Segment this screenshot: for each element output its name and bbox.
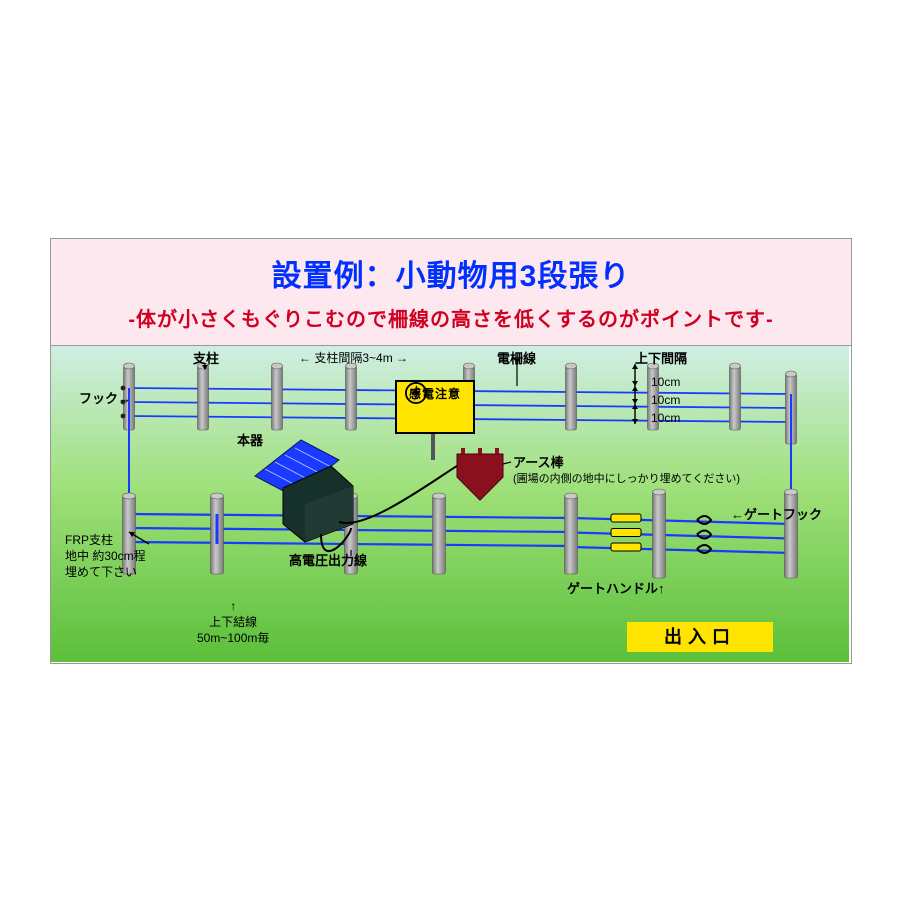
label-hvline: 高電圧出力線 (289, 552, 367, 570)
label-wire: 電柵線 (497, 350, 536, 368)
label-tie: ↑上下結線50m~100m毎 (197, 598, 269, 647)
title-sub: -体が小さくもぐりこむので柵線の高さを低くするのがポイントです- (51, 303, 851, 332)
label-vspacing: 上下間隔 (635, 350, 687, 368)
warning-sign: 感電注意 (395, 380, 475, 434)
title-main: 設置例：小動物用3段張り (51, 239, 851, 295)
label-device: 本器 (237, 432, 263, 450)
label-gap3: 10cm (651, 410, 680, 426)
label-gap1: 10cm (651, 374, 680, 390)
title-area: 設置例：小動物用3段張り -体が小さくもぐりこむので柵線の高さを低くするのがポイ… (51, 239, 851, 346)
label-gatehandle: ゲートハンドル↑ (567, 580, 665, 598)
label-spacing: ← 支柱間隔3~4m → (299, 350, 408, 366)
bolt-icon (405, 382, 427, 404)
label-earth-note: (圃場の内側の地中にしっかり埋めてください) (513, 472, 740, 487)
label-gatehook: ←ゲートフック (731, 506, 822, 524)
scene: 感電注意 支柱 ← 支柱間隔3~4m → 電柵線 上下間隔 10cm 10cm … (51, 346, 849, 662)
label-gap2: 10cm (651, 392, 680, 408)
diagram-card: 設置例：小動物用3段張り -体が小さくもぐりこむので柵線の高さを低くするのがポイ… (50, 238, 852, 664)
label-frp: FRP支柱地中 約30cm程埋めて下さい (65, 532, 146, 581)
exit-label: 出入口 (627, 622, 773, 652)
label-post: 支柱 (193, 350, 219, 368)
label-hook: フック→ (79, 390, 131, 408)
page-root: 設置例：小動物用3段張り -体が小さくもぐりこむので柵線の高さを低くするのがポイ… (0, 0, 900, 900)
label-earth: アース棒 (513, 454, 564, 472)
